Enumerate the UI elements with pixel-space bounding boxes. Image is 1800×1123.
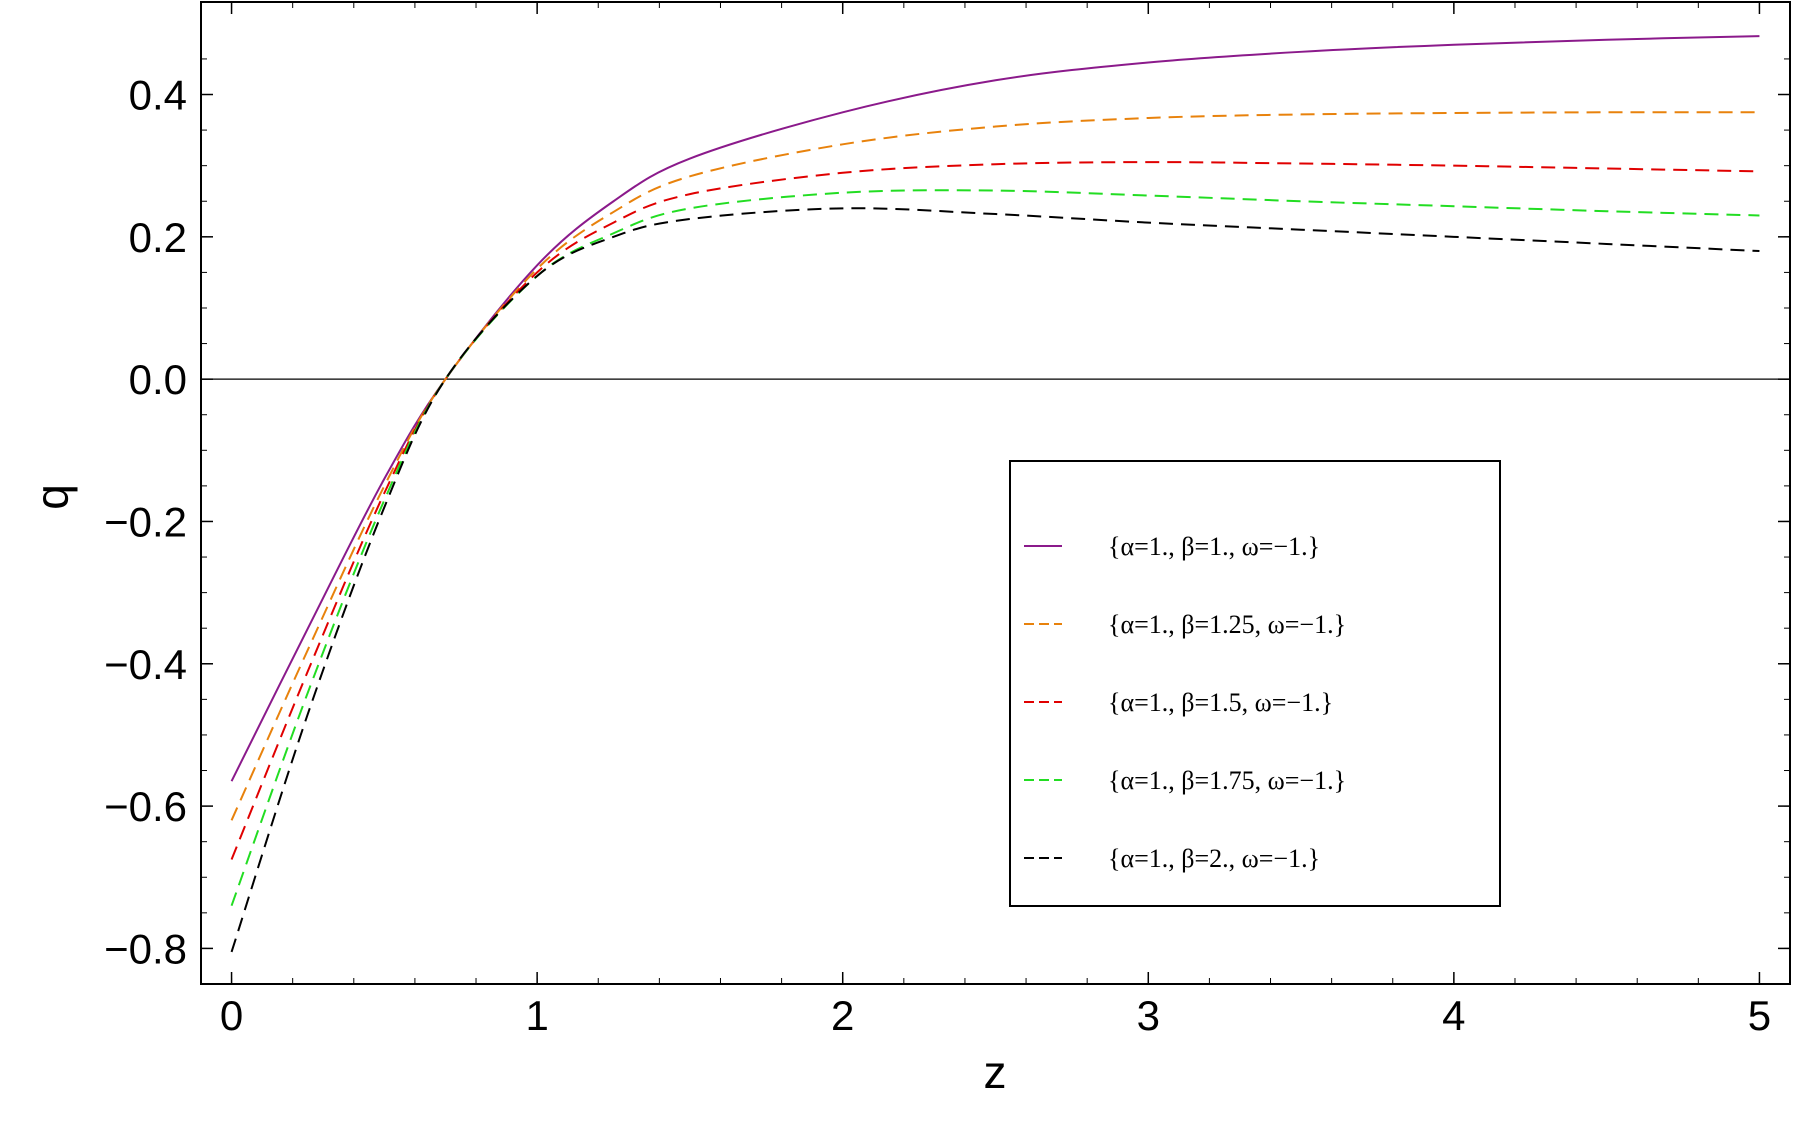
- x-axis-label: z: [984, 1046, 1007, 1098]
- x-tick-label: 4: [1442, 992, 1465, 1039]
- legend-label-3: {α=1., β=1.5, ω=−1.}: [1108, 688, 1333, 717]
- y-tick-label: 0.4: [129, 72, 187, 119]
- series-line-1: [230, 35, 1760, 782]
- series-line-4: [230, 189, 1760, 907]
- x-tick-label: 0: [220, 992, 243, 1039]
- y-axis-label: q: [26, 484, 78, 510]
- ticks-layer: 0 1 2 3 4 5 −0.8 −0.6 −0.4 −0.2 0.0 0.2 0.4: [104, 2, 1790, 1039]
- series-layer: [230, 35, 1760, 953]
- legend-label-1: {α=1., β=1., ω=−1.}: [1108, 532, 1320, 561]
- legend-label-4: {α=1., β=1.75, ω=−1.}: [1108, 766, 1346, 795]
- legend-label-2: {α=1., β=1.25, ω=−1.}: [1108, 610, 1346, 639]
- y-tick-label: 0.0: [129, 356, 187, 403]
- y-tick-label: −0.4: [104, 641, 187, 688]
- legend: {α=1., β=1., ω=−1.} {α=1., β=1.25, ω=−1.}…: [1009, 460, 1501, 907]
- axes: [200, 1, 1791, 985]
- series-line-5: [230, 207, 1760, 953]
- x-tick-label: 2: [831, 992, 854, 1039]
- y-tick-label: −0.2: [104, 498, 187, 545]
- x-tick-label: 3: [1137, 992, 1160, 1039]
- y-tick-label: 0.2: [129, 214, 187, 261]
- x-tick-label: 1: [525, 992, 548, 1039]
- series-line-2: [230, 111, 1760, 821]
- y-tick-label: −0.8: [104, 925, 187, 972]
- plot-frame: [200, 1, 1791, 985]
- legend-label-5: {α=1., β=2., ω=−1.}: [1108, 844, 1320, 873]
- series-line-3: [230, 161, 1760, 860]
- legend-box: [1009, 460, 1501, 907]
- x-tick-label: 5: [1748, 992, 1771, 1039]
- y-tick-label: −0.6: [104, 783, 187, 830]
